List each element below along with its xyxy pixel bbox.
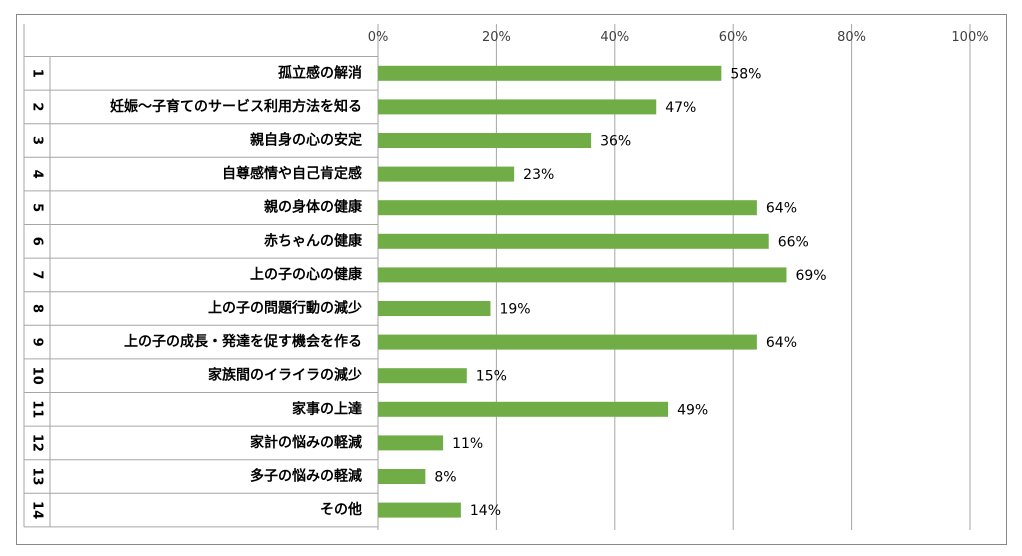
bar xyxy=(378,65,722,81)
row-number: 14 xyxy=(30,501,45,519)
data-label: 64% xyxy=(766,201,797,217)
category-label: その他 xyxy=(320,501,362,518)
data-label: 66% xyxy=(778,234,809,250)
row-number: 7 xyxy=(30,270,45,279)
row-number: 5 xyxy=(30,203,45,212)
bar xyxy=(378,99,657,115)
data-labels: 58% 47% 36% 23% 64% 66% 69% 19% 64% 15% 49% 11% 8% 14… xyxy=(434,66,826,519)
bar xyxy=(378,469,426,484)
category-label: 自尊感情や自己肯定感 xyxy=(222,165,362,182)
x-axis-ticks: 0% 20% 40% 60% 80% 100% xyxy=(368,30,989,45)
category-label: 家族間のイライラの減少 xyxy=(208,367,362,384)
row-number: 3 xyxy=(30,136,45,145)
category-label: 親自身の心の安定 xyxy=(250,132,362,149)
row-number: 12 xyxy=(30,434,45,452)
bar xyxy=(378,334,757,350)
data-label: 69% xyxy=(795,268,826,284)
row-number: 10 xyxy=(30,367,45,385)
row-number: 13 xyxy=(30,467,45,485)
x-tick-label: 20% xyxy=(482,30,511,45)
bar xyxy=(378,200,757,216)
x-tick-label: 80% xyxy=(837,30,866,45)
data-label: 49% xyxy=(677,402,708,418)
category-label: 親の身体の健康 xyxy=(264,199,363,216)
data-label: 58% xyxy=(730,66,761,82)
category-label: 上の子の心の健康 xyxy=(250,266,363,283)
data-label: 11% xyxy=(452,436,483,452)
row-number: 2 xyxy=(30,102,45,111)
row-number: 8 xyxy=(30,304,45,313)
bar xyxy=(378,233,769,249)
bar xyxy=(378,301,491,316)
data-label: 64% xyxy=(766,335,797,351)
category-label: 妊娠〜子育てのサービス利用方法を知る xyxy=(110,98,362,115)
category-label: 上の子の成長・発達を促す機会を作る xyxy=(124,333,362,350)
row-number: 6 xyxy=(30,237,45,246)
data-label: 36% xyxy=(600,134,631,150)
row-number: 4 xyxy=(30,170,45,179)
category-label: 家事の上達 xyxy=(292,400,362,417)
x-tick-label: 60% xyxy=(719,30,748,45)
bar xyxy=(378,401,669,417)
bar xyxy=(378,166,515,182)
bar xyxy=(378,435,444,451)
category-label: 多子の悩みの軽減 xyxy=(250,468,362,485)
data-label: 23% xyxy=(523,167,554,183)
category-label: 赤ちゃんの健康 xyxy=(264,232,363,249)
bar xyxy=(378,267,787,283)
x-tick-label: 0% xyxy=(368,30,389,45)
bars xyxy=(378,65,787,518)
category-table: 1 孤立感の解消 2 妊娠〜子育てのサービス利用方法を知る 3 親自身の心の安定 4 自尊感情… xyxy=(23,24,378,528)
bar xyxy=(378,133,592,148)
data-label: 14% xyxy=(470,503,501,519)
data-label: 19% xyxy=(499,302,530,318)
row-number: 11 xyxy=(30,400,45,418)
data-label: 15% xyxy=(476,369,507,385)
row-number: 1 xyxy=(30,69,45,78)
category-label: 上の子の問題行動の減少 xyxy=(208,300,362,317)
category-label: 家計の悩みの軽減 xyxy=(250,434,362,451)
x-tick-label: 100% xyxy=(951,30,988,45)
data-label: 8% xyxy=(434,470,456,486)
category-label: 孤立感の解消 xyxy=(278,64,362,81)
bar xyxy=(378,502,461,518)
data-label: 47% xyxy=(665,100,696,116)
row-number: 9 xyxy=(30,338,45,347)
x-tick-label: 40% xyxy=(600,30,629,45)
bar xyxy=(378,368,467,384)
